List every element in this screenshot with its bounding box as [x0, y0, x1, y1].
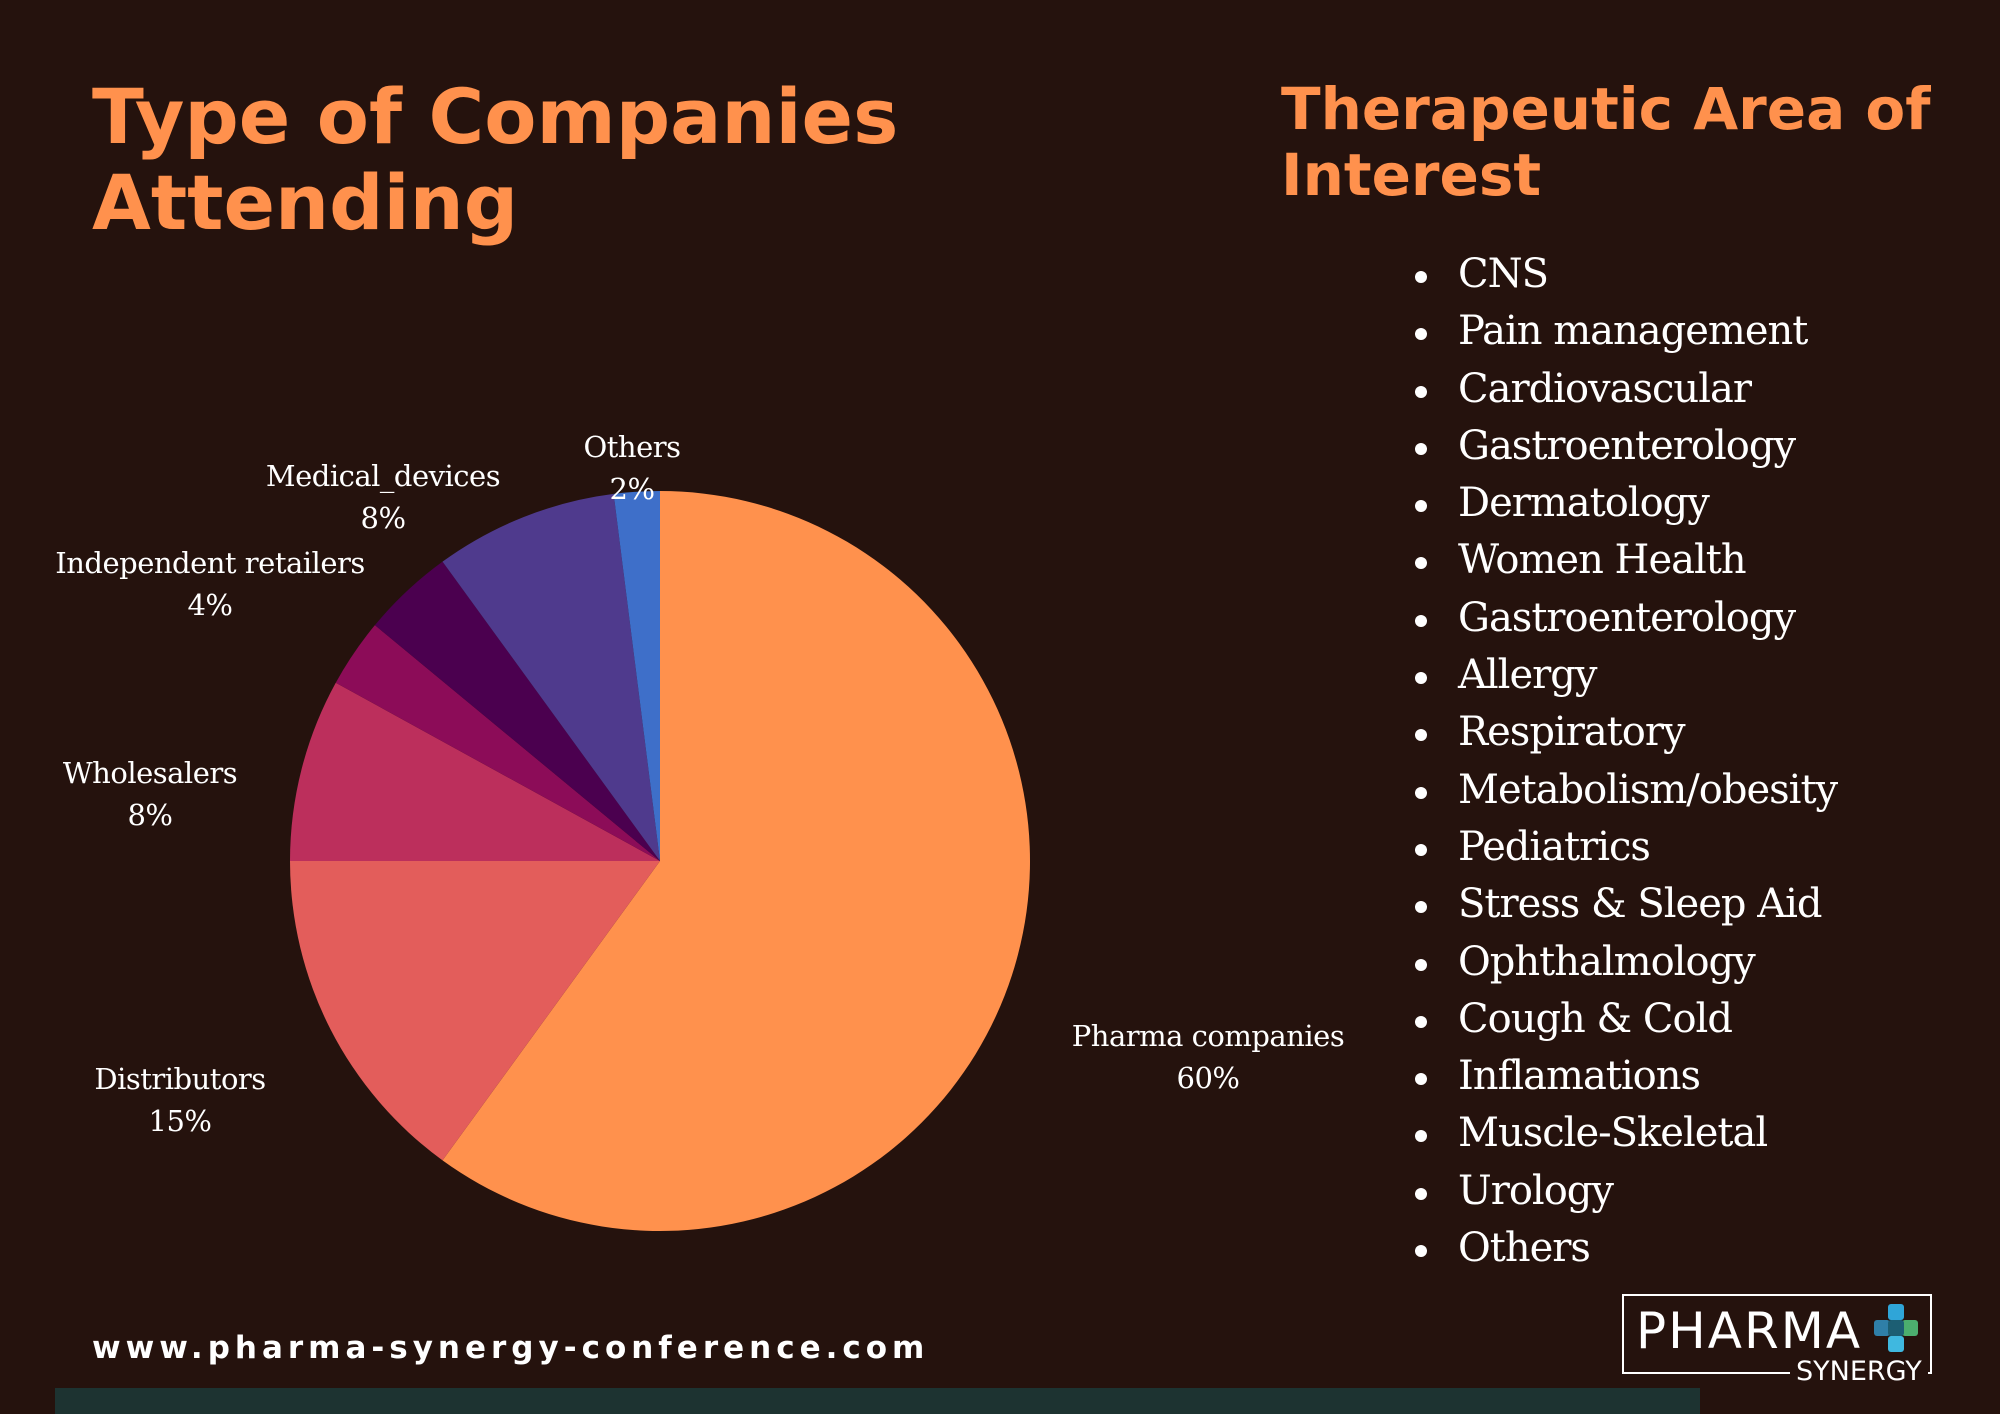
therapeutic-area-label: Respiratory	[1458, 709, 1686, 756]
pie-label-medical-devices: Medical_devices 8%	[265, 455, 501, 539]
bullet-icon	[1415, 1187, 1427, 1200]
pie-label-value: 8%	[360, 501, 406, 535]
cross-icon	[1874, 1304, 1918, 1352]
therapeutic-area-label: Allergy	[1458, 652, 1597, 699]
pie-label-value: 2%	[609, 472, 655, 506]
bullet-icon	[1415, 1073, 1427, 1086]
pie-label-wholesalers: Wholesalers 8%	[62, 752, 238, 836]
bullet-icon	[1415, 442, 1427, 455]
therapeutic-area-label: Metabolism/obesity	[1458, 766, 1838, 813]
bullet-icon	[1415, 500, 1427, 513]
pie-label-distributors: Distributors 15%	[94, 1058, 266, 1142]
pie-label-value: 8%	[127, 798, 173, 832]
pie-label-name: Medical_devices	[265, 459, 501, 493]
therapeutic-area-label: Pediatrics	[1458, 823, 1651, 870]
bullet-icon	[1415, 729, 1427, 742]
pie-label-value: 15%	[148, 1104, 212, 1138]
pie-label-name: Distributors	[94, 1062, 266, 1096]
bullet-icon	[1415, 672, 1427, 685]
website-url[interactable]: www.pharma-synergy-conference.com	[92, 1330, 930, 1366]
pie-slice-others	[613, 491, 660, 861]
pie-slice-wholesalers	[290, 682, 660, 861]
bullet-icon	[1415, 1015, 1427, 1028]
logo-sub-text: SYNERGY	[1790, 1357, 1928, 1387]
therapeutic-area-label: Dermatology	[1458, 480, 1710, 527]
pie-slice-medical-devices	[442, 493, 660, 861]
bullet-icon	[1415, 271, 1427, 283]
logo-main-text: PHARMA	[1636, 1302, 1863, 1360]
bullet-icon	[1415, 958, 1427, 971]
bullet-icon	[1415, 1130, 1427, 1143]
pie-label-others: Others 2%	[583, 426, 681, 510]
bullet-icon	[1415, 557, 1427, 570]
pie-slice-distributors	[290, 861, 660, 1161]
bullet-icon	[1415, 328, 1427, 341]
therapeutic-area-label: Ophthalmology	[1458, 938, 1756, 985]
therapeutic-area-label: Others	[1458, 1225, 1591, 1272]
therapeutic-area-label: Women Health	[1458, 537, 1747, 584]
therapeutic-area-label: Gastroenterology	[1458, 594, 1796, 641]
therapeutic-area-label: CNS	[1458, 251, 1549, 297]
bullet-icon	[1415, 614, 1427, 627]
pie-label-independent-retailers: Independent retailers 4%	[55, 542, 365, 626]
bullet-icon	[1415, 786, 1427, 799]
pie-label-name: Wholesalers	[62, 756, 238, 790]
therapeutic-area-label: Stress & Sleep Aid	[1458, 881, 1823, 928]
pharma-synergy-logo: PHARMA SYNERGY	[1622, 1294, 1932, 1387]
therapeutic-area-label: Muscle-Skeletal	[1458, 1110, 1768, 1157]
pie-slice-pharma-companies	[442, 491, 1031, 1231]
pie-label-value: 60%	[1176, 1061, 1240, 1095]
therapeutic-area-label: Cardiovascular	[1458, 365, 1752, 412]
pie-label-name: Independent retailers	[55, 546, 365, 580]
bullet-icon	[1415, 1245, 1427, 1258]
bullet-icon	[1415, 901, 1427, 914]
chart-title: Type of Companies Attending	[92, 72, 899, 247]
therapeutic-area-label: Gastroenterology	[1458, 422, 1796, 469]
therapeutic-area-label: Cough & Cold	[1458, 995, 1733, 1042]
therapeutic-area-label: Pain management	[1458, 308, 1808, 355]
therapeutic-area-label: Urology	[1458, 1167, 1614, 1214]
therapeutic-area-title: Therapeutic Area of Interest	[1281, 75, 1931, 209]
bullet-icon	[1415, 385, 1427, 398]
pie-label-value: 4%	[187, 588, 233, 622]
therapeutic-area-label: Inflamations	[1458, 1053, 1701, 1100]
bullet-icon	[1415, 843, 1427, 856]
pie-label-name: Pharma companies	[1071, 1019, 1345, 1053]
pie-label-name: Others	[583, 430, 681, 464]
pie-slice-unlabeled	[335, 625, 660, 861]
bottom-bar	[55, 1388, 1700, 1414]
pie-label-pharma-companies: Pharma companies 60%	[1071, 1015, 1345, 1099]
pie-slice-independent-retailers	[374, 561, 660, 861]
